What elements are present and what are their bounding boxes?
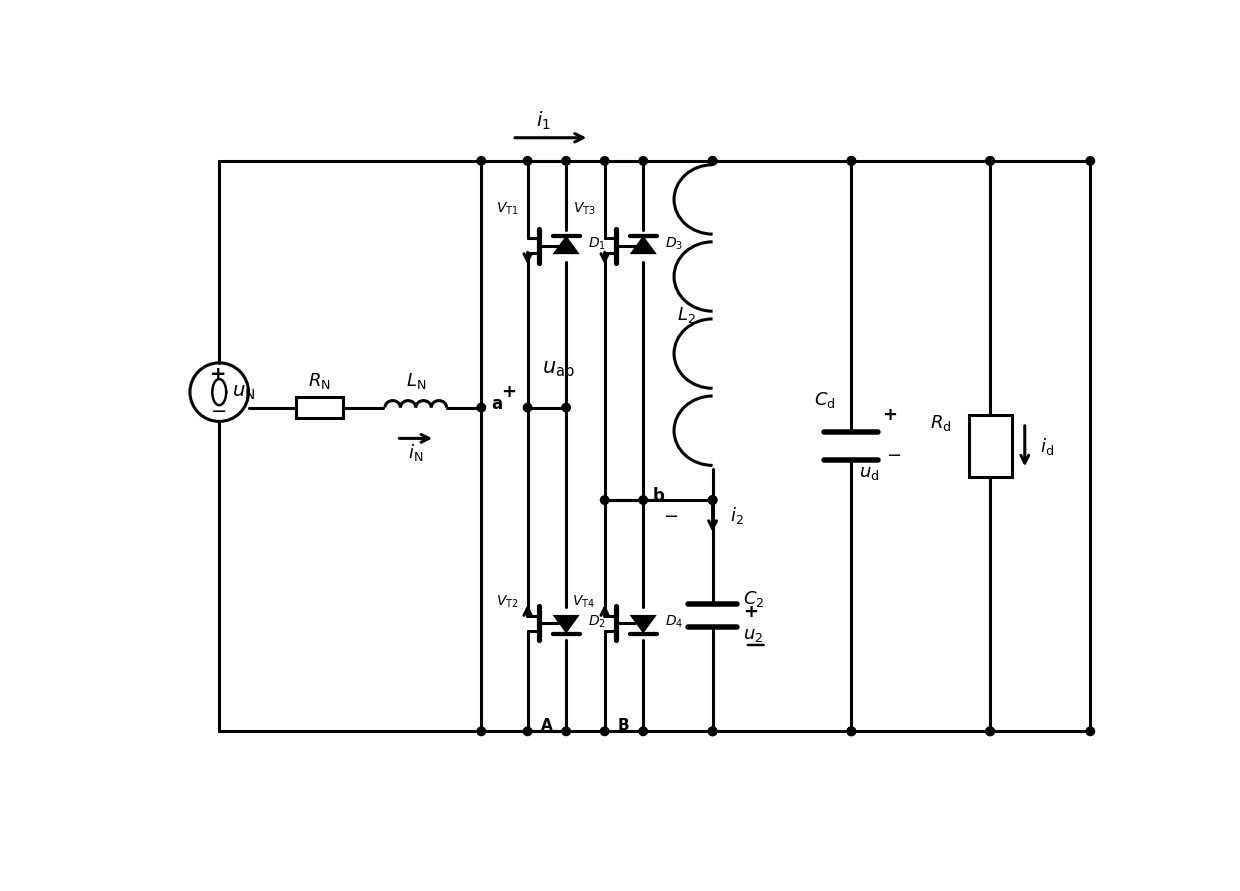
Text: +: + — [882, 406, 898, 424]
Text: $i_2$: $i_2$ — [729, 505, 743, 526]
Circle shape — [562, 727, 570, 736]
Circle shape — [523, 157, 532, 165]
Text: $u_{\rm d}$: $u_{\rm d}$ — [859, 464, 879, 482]
Text: A: A — [541, 717, 553, 732]
Text: $u_{\rm ab}$: $u_{\rm ab}$ — [542, 359, 575, 379]
Text: $i_{\rm d}$: $i_{\rm d}$ — [1040, 436, 1054, 456]
Circle shape — [708, 157, 717, 165]
Text: $V_{\rm T4}$: $V_{\rm T4}$ — [573, 594, 595, 610]
Circle shape — [477, 157, 486, 165]
Circle shape — [1086, 727, 1095, 736]
Text: $-$: $-$ — [887, 445, 901, 462]
Polygon shape — [630, 615, 657, 634]
Text: $i_1$: $i_1$ — [536, 110, 551, 132]
Circle shape — [708, 157, 717, 165]
Text: $R_{\rm N}$: $R_{\rm N}$ — [308, 371, 331, 390]
Text: $R_{\rm d}$: $R_{\rm d}$ — [930, 413, 951, 433]
Text: $L_{\rm N}$: $L_{\rm N}$ — [405, 371, 425, 390]
Circle shape — [523, 727, 532, 736]
Circle shape — [708, 727, 717, 736]
Circle shape — [708, 727, 717, 736]
Circle shape — [639, 727, 647, 736]
Circle shape — [523, 404, 532, 412]
Bar — [295, 397, 343, 418]
Circle shape — [847, 157, 856, 165]
Circle shape — [477, 727, 486, 736]
Text: $L_2$: $L_2$ — [677, 305, 696, 325]
Circle shape — [600, 157, 609, 165]
Circle shape — [708, 495, 717, 504]
Circle shape — [847, 727, 856, 736]
Circle shape — [1086, 157, 1095, 165]
Circle shape — [639, 495, 647, 504]
Circle shape — [562, 157, 570, 165]
Circle shape — [986, 727, 994, 736]
Text: B: B — [618, 717, 630, 732]
Text: b: b — [652, 487, 665, 505]
Text: $D_2$: $D_2$ — [588, 614, 605, 630]
Text: $V_{\rm T2}$: $V_{\rm T2}$ — [496, 594, 518, 610]
Circle shape — [477, 404, 486, 412]
Text: $D_1$: $D_1$ — [588, 236, 605, 252]
Text: $V_{\rm T1}$: $V_{\rm T1}$ — [496, 200, 518, 217]
Text: $-$: $-$ — [210, 400, 226, 420]
Circle shape — [600, 727, 609, 736]
Text: $D_3$: $D_3$ — [665, 236, 683, 252]
Text: $u_{\rm N}$: $u_{\rm N}$ — [232, 382, 255, 402]
Circle shape — [562, 404, 570, 412]
Circle shape — [639, 157, 647, 165]
Text: $C_{\rm d}$: $C_{\rm d}$ — [815, 390, 836, 410]
Circle shape — [847, 727, 856, 736]
Text: $V_{\rm T3}$: $V_{\rm T3}$ — [573, 200, 595, 217]
Text: $C_2$: $C_2$ — [744, 589, 765, 609]
Text: $D_4$: $D_4$ — [665, 614, 683, 630]
Bar — [968, 415, 1012, 477]
Circle shape — [847, 157, 856, 165]
Circle shape — [986, 157, 994, 165]
Text: $u_2$: $u_2$ — [744, 626, 764, 644]
Text: a: a — [491, 395, 502, 413]
Polygon shape — [553, 235, 579, 254]
Polygon shape — [630, 235, 657, 254]
Circle shape — [708, 495, 717, 504]
Text: $i_{\rm N}$: $i_{\rm N}$ — [408, 442, 423, 462]
Polygon shape — [553, 615, 579, 634]
Text: +: + — [501, 383, 516, 401]
Circle shape — [986, 727, 994, 736]
Text: $-$: $-$ — [662, 506, 678, 525]
Circle shape — [986, 157, 994, 165]
Text: +: + — [210, 365, 226, 384]
Circle shape — [600, 495, 609, 504]
Text: +: + — [744, 603, 759, 621]
